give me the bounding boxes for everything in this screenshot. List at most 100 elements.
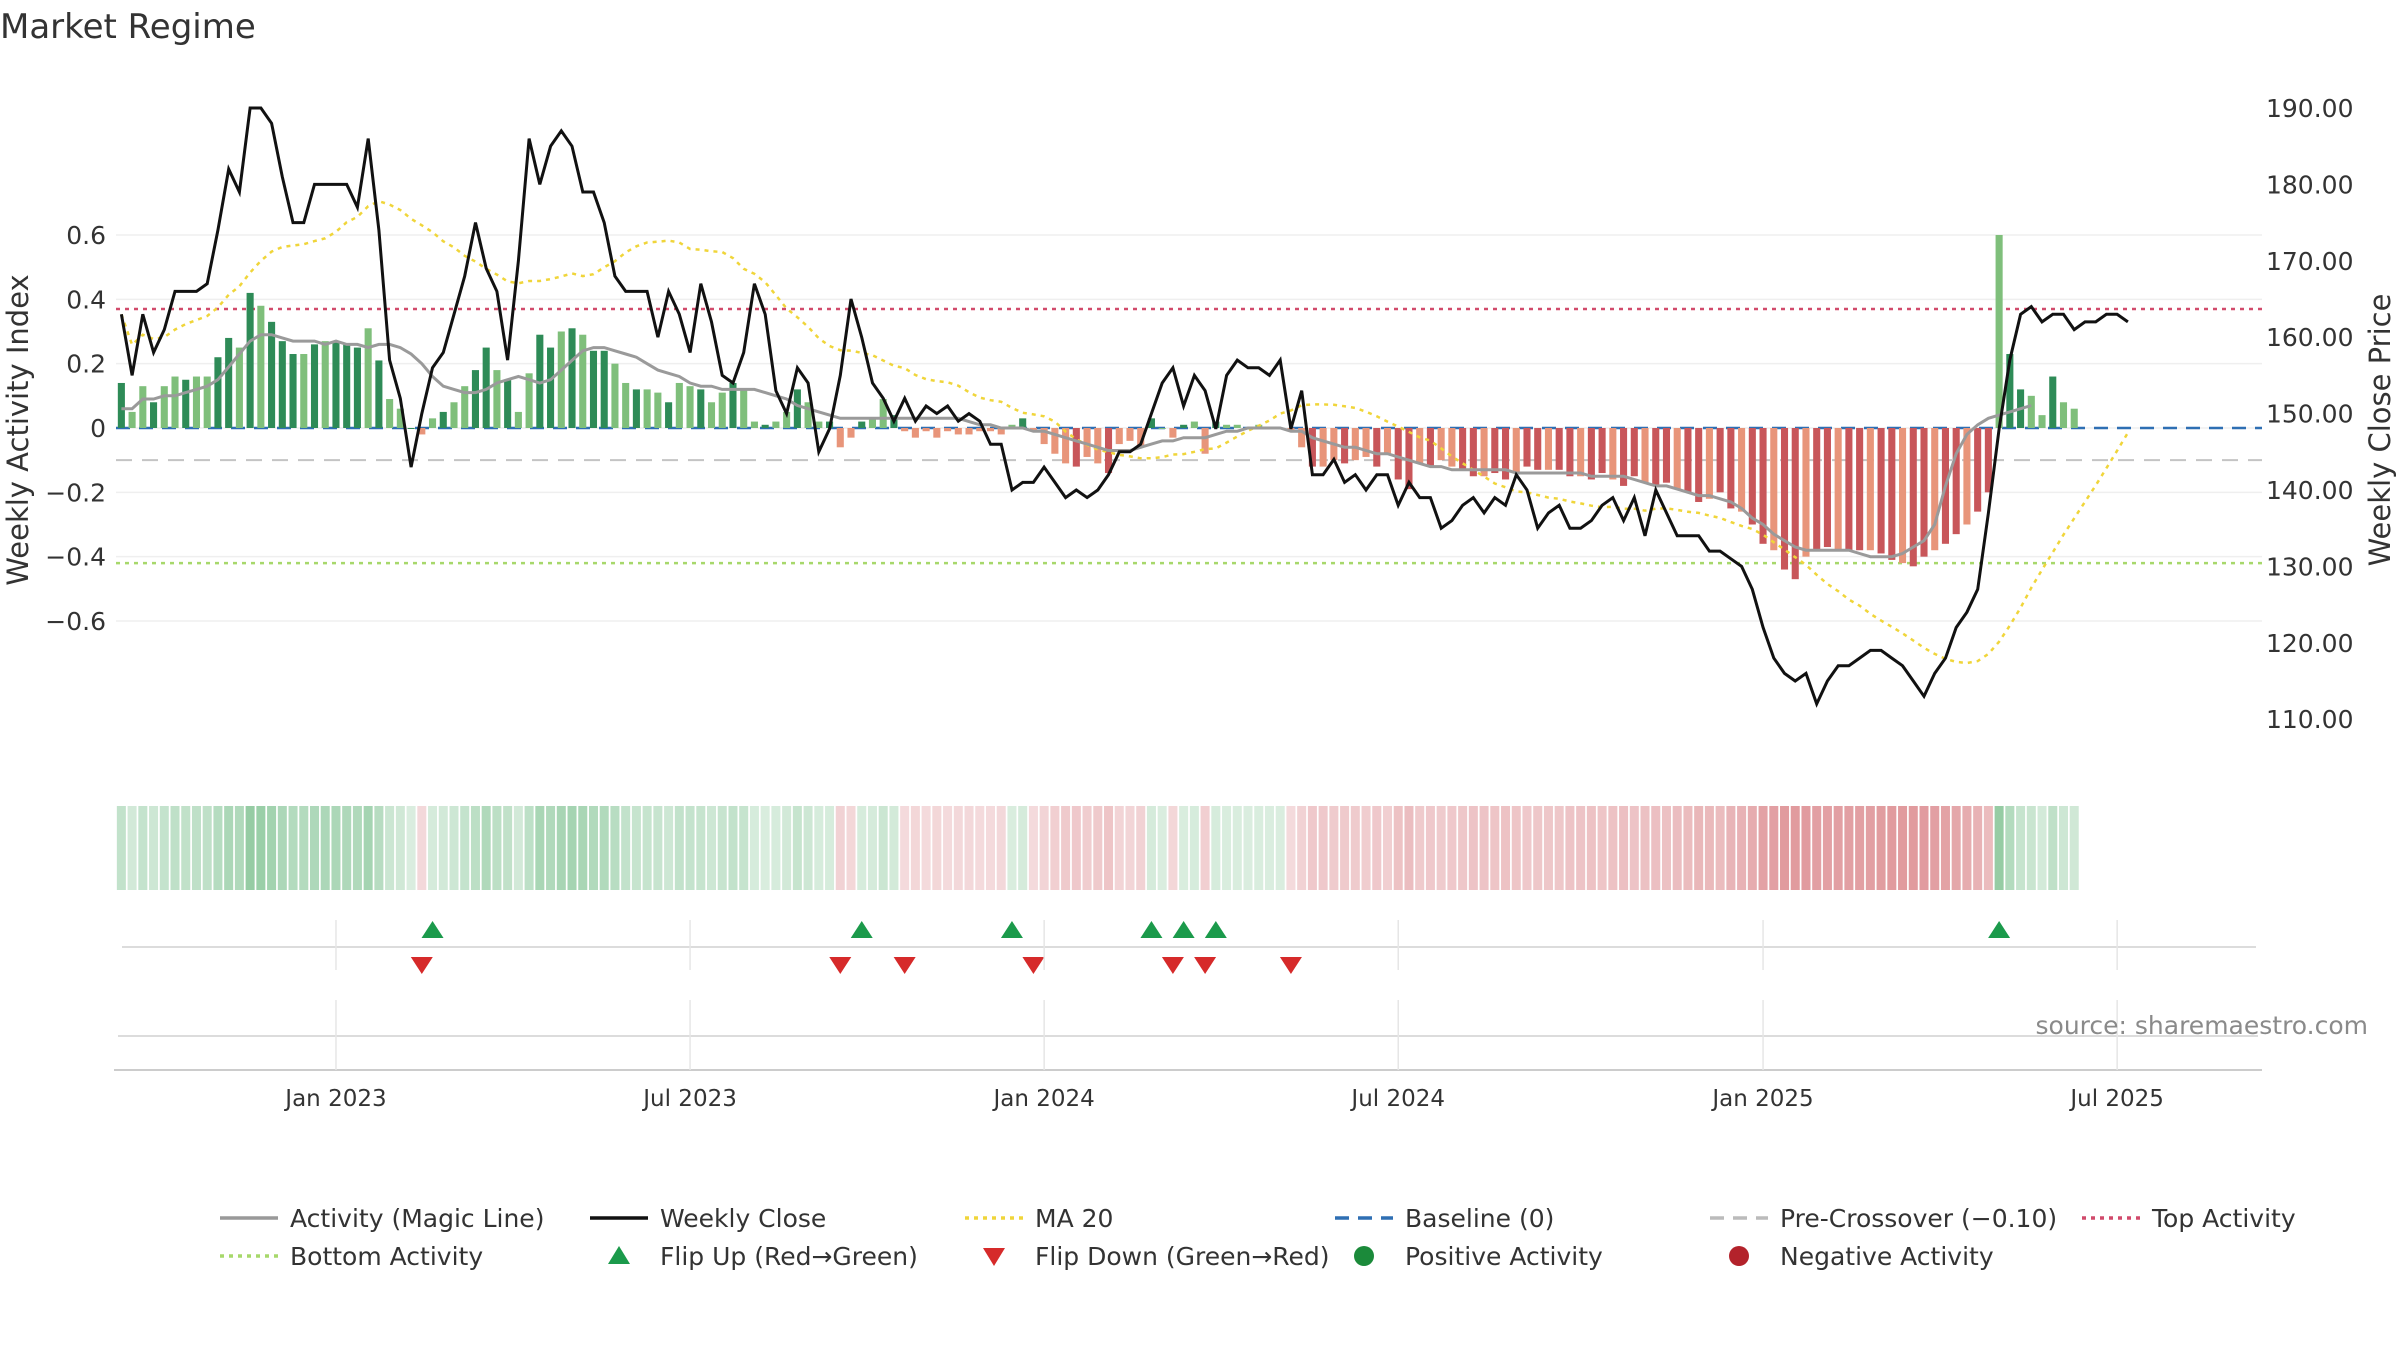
activity-bar <box>1963 428 1971 525</box>
regime-cell <box>1801 806 1811 890</box>
legend-label: Baseline (0) <box>1405 1204 1554 1233</box>
regime-cell <box>1619 806 1629 890</box>
right-axis-label: Weekly Close Price <box>2363 294 2397 567</box>
activity-bar <box>214 357 222 428</box>
activity-bar <box>1984 428 1992 493</box>
activity-bar <box>2038 415 2046 428</box>
activity-bar <box>1920 428 1928 557</box>
activity-bar <box>428 418 437 428</box>
activity-bar <box>1587 428 1595 480</box>
activity-bar <box>665 402 673 428</box>
regime-cell <box>1522 806 1532 890</box>
regime-cell <box>256 806 266 890</box>
regime-cell <box>1715 806 1725 890</box>
activity-bar <box>1437 428 1445 461</box>
regime-cell <box>1737 806 1747 890</box>
activity-bar <box>493 370 501 428</box>
regime-cell <box>1844 806 1854 890</box>
activity-bar <box>353 347 361 428</box>
activity-bar <box>1459 428 1467 470</box>
activity-bar <box>879 399 887 428</box>
regime-cell <box>1028 806 1038 890</box>
regime-cell <box>159 806 169 890</box>
regime-cell <box>1898 806 1908 890</box>
activity-bar <box>1770 428 1778 551</box>
activity-bar <box>203 376 211 428</box>
regime-cell <box>1812 806 1822 890</box>
regime-cell <box>1297 806 1307 890</box>
activity-bar <box>418 428 426 435</box>
regime-cell <box>1501 806 1511 890</box>
activity-bar <box>2070 408 2078 428</box>
activity-bar <box>761 424 769 428</box>
activity-bar <box>675 382 683 428</box>
regime-cell <box>1329 806 1339 890</box>
series-lines <box>119 106 2129 708</box>
regime-cell <box>1726 806 1736 890</box>
right-tick-label: 130.00 <box>2266 552 2353 581</box>
regime-cell <box>610 806 620 890</box>
regime-cell <box>363 806 373 890</box>
right-tick-label: 160.00 <box>2266 323 2353 352</box>
regime-cell <box>599 806 609 890</box>
regime-cell <box>1146 806 1156 890</box>
activity-bar <box>547 347 555 428</box>
flip-down-marker <box>1279 957 1302 974</box>
regime-cell <box>588 806 598 890</box>
activity-bar <box>536 334 544 428</box>
regime-cell <box>696 806 706 890</box>
regime-cell <box>1222 806 1232 890</box>
regime-cell <box>149 806 159 890</box>
activity-bar <box>1501 428 1510 480</box>
activity-bar <box>268 321 276 428</box>
regime-cell <box>1425 806 1435 890</box>
activity-bar <box>1469 428 1477 477</box>
regime-cell <box>1350 806 1360 890</box>
activity-bar <box>933 428 941 438</box>
regime-cell <box>1093 806 1103 890</box>
regime-cell <box>1104 806 1114 890</box>
legend-label: Flip Down (Green→Red) <box>1035 1242 1330 1271</box>
activity-bar <box>514 411 522 428</box>
regime-cell <box>331 806 341 890</box>
regime-cell <box>1790 806 1800 890</box>
regime-cell <box>878 806 888 890</box>
regime-strip <box>116 806 2079 890</box>
activity-bar <box>1083 428 1091 457</box>
regime-cell <box>1318 806 1328 890</box>
activity-bar <box>139 386 147 428</box>
right-tick-label: 120.00 <box>2266 629 2353 658</box>
regime-cell <box>889 806 899 890</box>
activity-bar <box>1394 428 1402 480</box>
regime-cell <box>277 806 287 890</box>
activity-bar <box>461 386 469 428</box>
regime-cell <box>1490 806 1500 890</box>
regime-cell <box>1554 806 1564 890</box>
weekly-close-line <box>119 106 2129 708</box>
activity-bar <box>1834 428 1842 551</box>
activity-bar <box>160 386 168 428</box>
x-tick-label: Jan 2025 <box>1710 1086 1813 1112</box>
left-tick-label: 0.6 <box>66 221 106 250</box>
activity-bar <box>1780 428 1789 570</box>
activity-bar <box>997 428 1005 435</box>
activity-bar <box>1094 428 1102 464</box>
activity-bar <box>1641 428 1649 483</box>
activity-bar <box>1684 428 1692 493</box>
regime-cell <box>449 806 459 890</box>
regime-cell <box>127 806 137 890</box>
activity-bar <box>1362 428 1370 457</box>
activity-bar <box>750 421 758 428</box>
activity-bar <box>1512 428 1520 474</box>
regime-cell <box>1479 806 1489 890</box>
activity-bar <box>1051 428 1059 454</box>
regime-cell <box>1855 806 1865 890</box>
regime-cell <box>621 806 631 890</box>
activity-bar <box>1523 428 1531 467</box>
regime-cell <box>2026 806 2036 890</box>
activity-bar <box>1405 428 1413 490</box>
activity-bar <box>643 389 651 428</box>
legend-swatch <box>983 1248 1005 1266</box>
activity-bar <box>1673 428 1681 490</box>
activity-bar <box>1931 428 1939 551</box>
